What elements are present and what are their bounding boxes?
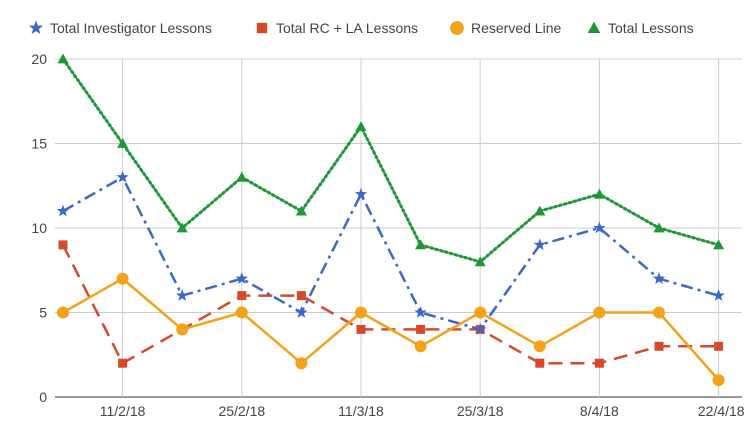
data-point: 4 — [416, 324, 426, 334]
data-point: 5 — [414, 306, 427, 318]
data-point: 5 — [474, 306, 487, 319]
legend-marker-star — [28, 20, 44, 35]
data-point: 2 — [118, 358, 128, 368]
series-line — [62, 176, 719, 331]
data-point: 6 — [296, 291, 306, 301]
legend-item: Reserved Line — [450, 20, 561, 36]
data-point: 5 — [653, 306, 665, 319]
data-point: 10 — [653, 222, 665, 233]
legend: Total Investigator Lessons Total RC + LA … — [28, 20, 694, 36]
data-point: 16 — [355, 121, 367, 131]
legend-item: Total RC + LA Lessons — [256, 20, 418, 36]
y-tick-label: 10 — [31, 220, 47, 236]
data-point: 2 — [594, 358, 604, 368]
data-point: 7 — [235, 272, 248, 284]
series-line — [61, 57, 721, 264]
legend-label: Reserved Line — [471, 20, 561, 36]
y-tick-label: 5 — [39, 305, 47, 321]
series-layer: 9246644422331113675125491076574525353551… — [56, 53, 725, 387]
y-tick-label: 15 — [31, 136, 47, 152]
y-tick-label: 0 — [39, 389, 47, 405]
y-axis-ticks: 0 5 10 15 20 — [31, 51, 47, 405]
data-point: 5 — [295, 306, 308, 318]
data-point: 5 — [593, 306, 606, 319]
x-tick-label: 11/2/18 — [100, 403, 146, 419]
x-tick-label: 22/4/18 — [698, 403, 745, 419]
data-point: 11 — [56, 204, 70, 217]
data-point: 7 — [116, 272, 129, 285]
data-point: 5 — [235, 306, 248, 319]
legend-item: Total Investigator Lessons — [28, 20, 212, 36]
data-point: 13 — [116, 170, 129, 183]
data-point: 9 — [533, 238, 546, 251]
data-point: 6 — [176, 289, 189, 301]
data-point: 10 — [593, 221, 606, 234]
data-point: 10 — [176, 222, 188, 233]
legend-label: Total Investigator Lessons — [50, 20, 212, 36]
x-tick-label: 25/3/18 — [457, 403, 504, 419]
data-point: 1 — [712, 374, 725, 387]
legend-marker-triangle — [587, 21, 601, 34]
data-point: 6 — [237, 291, 247, 301]
y-tick-label: 20 — [31, 51, 47, 67]
series-line — [62, 277, 720, 381]
legend-marker-circle — [450, 21, 464, 35]
series-total-investigator-lessons: 11 13 6 7 5 12 5 4 9 10 7 6 — [56, 170, 725, 335]
data-point: 4 — [356, 324, 366, 334]
series-line — [61, 244, 719, 365]
series-total-rc-la-lessons: 9 2 4 6 6 4 4 4 2 2 3 3 — [58, 240, 724, 368]
data-point: 7 — [652, 272, 666, 284]
data-point: 2 — [535, 358, 545, 368]
data-point: 12 — [593, 188, 605, 199]
x-axis-ticks: 11/2/18 25/2/18 11/3/18 25/3/18 8/4/18 22/4/1… — [100, 403, 745, 419]
x-tick-label: 8/4/18 — [580, 403, 619, 419]
legend-label: Total RC + LA Lessons — [276, 20, 418, 36]
data-point: 13 — [236, 171, 248, 182]
data-point: 3 — [414, 340, 427, 353]
series-total-lessons: 20 15 10 13 11 16 9 8 11 12 10 9 — [57, 53, 725, 267]
data-point: 5 — [57, 306, 69, 319]
data-point: 12 — [354, 187, 368, 200]
series-reserved-line: 5 7 4 5 2 5 3 5 3 5 5 1 — [57, 272, 725, 387]
data-point: 3 — [533, 340, 546, 353]
legend-marker-square — [256, 22, 268, 34]
data-point: 9 — [415, 239, 427, 250]
legend-label: Total Lessons — [608, 20, 694, 36]
data-point: 4 — [474, 322, 487, 335]
data-point: 15 — [117, 138, 129, 148]
data-point: 20 — [57, 53, 69, 64]
data-point: 8 — [474, 256, 486, 267]
data-point: 11 — [295, 205, 307, 216]
data-point: 9 — [58, 240, 68, 250]
gridlines — [55, 58, 742, 398]
x-tick-label: 11/3/18 — [338, 403, 384, 419]
x-tick-label: 25/2/18 — [218, 403, 265, 419]
data-point: 5 — [355, 306, 367, 319]
data-point: 9 — [713, 239, 725, 250]
legend-item: Total Lessons — [587, 20, 694, 36]
data-point: 3 — [654, 341, 664, 351]
data-point: 3 — [714, 341, 724, 351]
data-point: 6 — [712, 289, 725, 301]
data-point: 11 — [534, 205, 546, 216]
data-point: 4 — [176, 323, 189, 336]
data-point: 2 — [295, 357, 308, 370]
